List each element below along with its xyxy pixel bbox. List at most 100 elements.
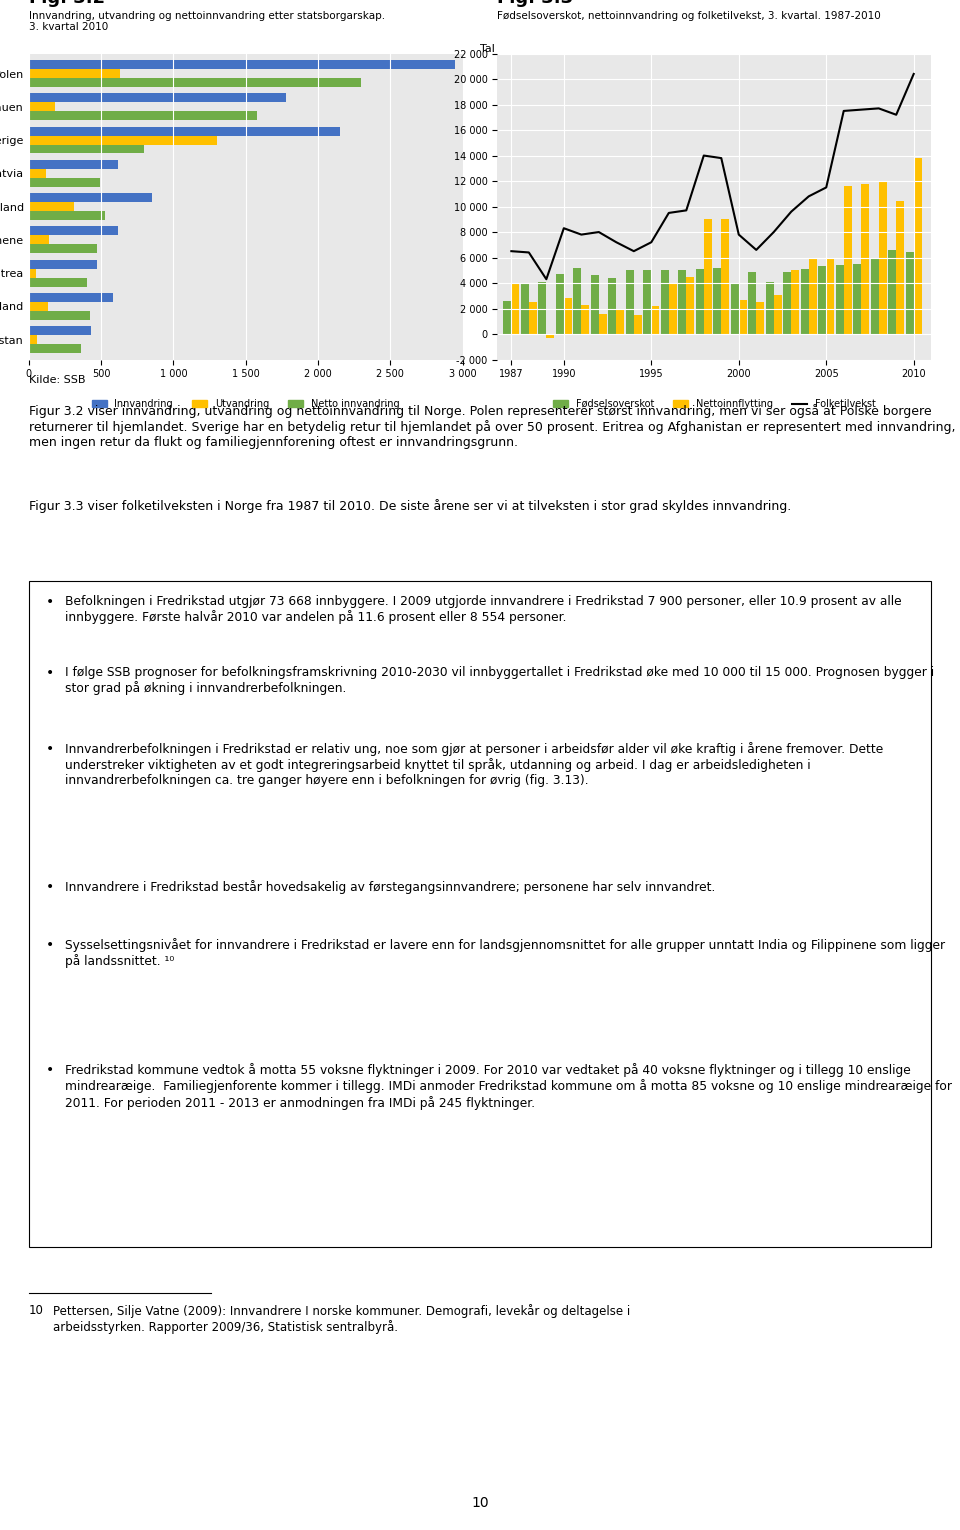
Text: Fredrikstad kommune vedtok å motta 55 voksne flyktninger i 2009. For 2010 var ve: Fredrikstad kommune vedtok å motta 55 vo…	[65, 1063, 952, 1109]
Bar	[818, 266, 827, 334]
Bar	[29, 202, 74, 211]
Text: Pettersen, Silje Vatne (2009): Innvandrere I norske kommuner. Demografi, levekår: Pettersen, Silje Vatne (2009): Innvandre…	[53, 1304, 630, 1334]
Bar	[29, 69, 120, 78]
Bar	[546, 334, 554, 338]
Bar	[29, 112, 257, 121]
Bar	[634, 315, 641, 334]
Bar	[29, 326, 91, 335]
Text: Tal: Tal	[480, 43, 494, 54]
Text: Innvandring, utvandring og nettoinnvandring etter statsborgarskap.
3. kvartal 20: Innvandring, utvandring og nettoinnvandr…	[29, 11, 385, 32]
Bar	[749, 272, 756, 334]
Bar	[29, 211, 106, 220]
Bar	[29, 193, 152, 202]
Bar	[29, 335, 37, 344]
Bar	[29, 144, 145, 153]
Bar	[29, 236, 49, 245]
Bar	[696, 269, 704, 334]
Bar	[774, 294, 781, 334]
Text: •: •	[46, 938, 55, 952]
Bar	[679, 271, 686, 334]
Text: Innvandrere i Fredrikstad består hovedsakelig av førstegangsinnvandrere; persone: Innvandrere i Fredrikstad består hovedsa…	[65, 880, 715, 894]
Bar	[29, 344, 81, 353]
Bar	[29, 136, 217, 144]
Bar	[801, 269, 808, 334]
Bar	[29, 260, 97, 269]
Bar	[29, 93, 286, 103]
Bar	[29, 177, 100, 187]
Bar	[669, 285, 677, 334]
Text: Fødselsoverskot, nettoinnvandring og folketilvekst, 3. kvartal. 1987-2010: Fødselsoverskot, nettoinnvandring og fol…	[497, 11, 881, 21]
Text: 10: 10	[471, 1496, 489, 1510]
Text: •: •	[46, 595, 55, 609]
Bar	[29, 301, 48, 311]
Bar	[521, 285, 529, 334]
Bar	[29, 103, 55, 112]
Bar	[539, 282, 546, 334]
Bar	[739, 300, 747, 334]
Bar	[643, 271, 651, 334]
Bar	[616, 309, 624, 334]
Bar	[591, 275, 599, 334]
Bar	[721, 219, 730, 334]
Text: •: •	[46, 880, 55, 894]
Bar	[29, 60, 455, 69]
Bar	[503, 301, 512, 334]
Bar	[573, 268, 582, 334]
Bar	[556, 274, 564, 334]
Text: 10: 10	[29, 1304, 43, 1316]
Text: Befolkningen i Fredrikstad utgjør 73 668 innbyggere. I 2009 utgjorde innvandrere: Befolkningen i Fredrikstad utgjør 73 668…	[65, 595, 901, 624]
Legend: Innvandring, Utvandring, Netto innvandring: Innvandring, Utvandring, Netto innvandri…	[88, 395, 403, 413]
Text: Fig. 3.3: Fig. 3.3	[497, 0, 573, 8]
Bar	[861, 184, 869, 334]
Bar	[836, 265, 844, 334]
Bar	[29, 127, 340, 136]
Text: •: •	[46, 666, 55, 679]
Bar	[853, 263, 861, 334]
Bar	[897, 202, 904, 334]
Text: •: •	[46, 742, 55, 756]
Bar	[29, 311, 89, 320]
Text: Kilde: SSB: Kilde: SSB	[29, 375, 85, 386]
Bar	[512, 285, 519, 334]
Bar	[660, 271, 669, 334]
Text: Figur 3.3 viser folketilveksten i Norge fra 1987 til 2010. De siste årene ser vi: Figur 3.3 viser folketilveksten i Norge …	[29, 499, 791, 513]
Bar	[731, 283, 739, 334]
Text: I følge SSB prognoser for befolkningsframskrivning 2010-2030 vil innbyggertallet: I følge SSB prognoser for befolkningsfra…	[65, 666, 934, 695]
Bar	[783, 272, 791, 334]
Bar	[29, 269, 36, 277]
Bar	[871, 257, 878, 334]
Bar	[29, 168, 46, 177]
Text: Fig. 3.2: Fig. 3.2	[29, 0, 105, 8]
Legend: Fødselsoverskot, Nettoinnflytting, Folketilvekst: Fødselsoverskot, Nettoinnflytting, Folke…	[549, 395, 879, 413]
Bar	[626, 271, 634, 334]
Bar	[713, 268, 721, 334]
Bar	[529, 303, 537, 334]
Bar	[914, 158, 922, 334]
Bar	[791, 271, 799, 334]
Bar	[564, 298, 572, 334]
Bar	[844, 187, 852, 334]
Bar	[704, 219, 711, 334]
Bar	[756, 303, 764, 334]
Bar	[766, 282, 774, 334]
Bar	[888, 249, 897, 334]
Text: Figur 3.2 viser innvandring, utvandring og nettoinnvandring til Norge. Polen rep: Figur 3.2 viser innvandring, utvandring …	[29, 404, 955, 448]
Bar	[29, 292, 112, 301]
Bar	[599, 314, 607, 334]
Bar	[609, 278, 616, 334]
Bar	[582, 304, 589, 334]
Bar	[29, 245, 97, 254]
Bar	[29, 78, 361, 87]
Bar	[29, 226, 118, 236]
Text: Sysselsettingsnivået for innvandrere i Fredrikstad er lavere enn for landsgjenno: Sysselsettingsnivået for innvandrere i F…	[65, 938, 946, 968]
Bar	[827, 259, 834, 334]
Bar	[651, 306, 660, 334]
Bar	[686, 277, 694, 334]
Bar	[878, 181, 887, 334]
Bar	[29, 277, 86, 286]
Bar	[808, 257, 817, 334]
Text: Innvandrerbefolkningen i Fredrikstad er relativ ung, noe som gjør at personer i : Innvandrerbefolkningen i Fredrikstad er …	[65, 742, 883, 786]
Bar	[906, 252, 914, 334]
Text: •: •	[46, 1063, 55, 1077]
Bar	[29, 159, 118, 168]
